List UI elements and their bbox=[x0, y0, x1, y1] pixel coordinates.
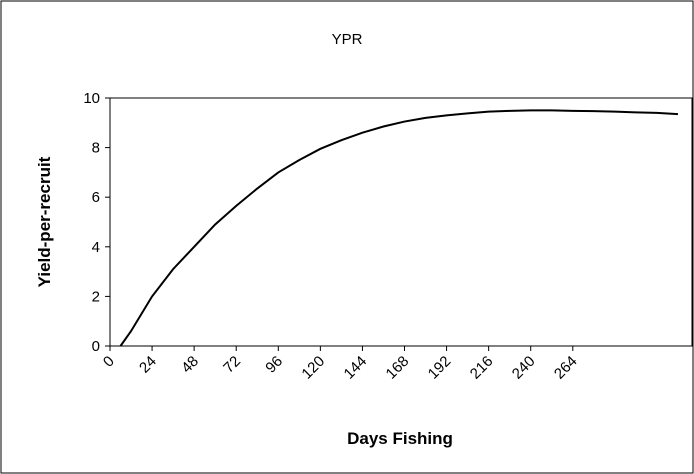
y-tick-label: 0 bbox=[92, 338, 100, 355]
chart-title: YPR bbox=[332, 31, 363, 48]
y-tick-label: 4 bbox=[92, 239, 100, 256]
y-tick-label: 10 bbox=[83, 90, 100, 107]
y-tick-label: 6 bbox=[92, 189, 100, 206]
y-axis-title: Yield-per-recruit bbox=[35, 156, 54, 287]
y-tick-label: 8 bbox=[92, 140, 100, 157]
y-tick-label: 2 bbox=[92, 288, 100, 305]
x-axis-title: Days Fishing bbox=[347, 429, 453, 448]
line-series bbox=[119, 109, 679, 347]
plot-area bbox=[109, 97, 693, 347]
